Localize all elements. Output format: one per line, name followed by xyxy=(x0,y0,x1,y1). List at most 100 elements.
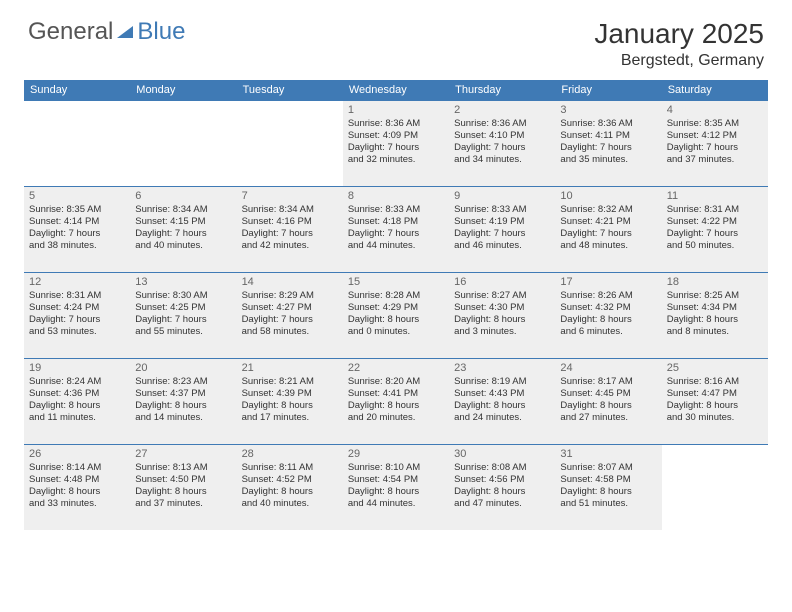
day-info: Sunrise: 8:33 AMSunset: 4:19 PMDaylight:… xyxy=(454,204,550,252)
calendar-cell: 6 Sunrise: 8:34 AMSunset: 4:15 PMDaylight… xyxy=(130,186,236,272)
calendar-cell: 24 Sunrise: 8:17 AMSunset: 4:45 PMDayligh… xyxy=(555,358,661,444)
calendar-cell xyxy=(662,444,768,530)
day-info: Sunrise: 8:30 AMSunset: 4:25 PMDaylight:… xyxy=(135,290,231,338)
day-number: 24 xyxy=(560,362,656,374)
location-label: Bergstedt, Germany xyxy=(594,52,764,70)
calendar-cell xyxy=(237,100,343,186)
day-number: 10 xyxy=(560,190,656,202)
calendar-cell: 4 Sunrise: 8:35 AMSunset: 4:12 PMDaylight… xyxy=(662,100,768,186)
calendar-header-row: SundayMondayTuesdayWednesdayThursdayFrid… xyxy=(24,80,768,100)
day-number: 28 xyxy=(242,448,338,460)
weekday-header: Thursday xyxy=(449,80,555,100)
calendar-cell: 9 Sunrise: 8:33 AMSunset: 4:19 PMDaylight… xyxy=(449,186,555,272)
calendar-cell: 12Sunrise: 8:31 AMSunset: 4:24 PMDayligh… xyxy=(24,272,130,358)
day-info: Sunrise: 8:32 AMSunset: 4:21 PMDaylight:… xyxy=(560,204,656,252)
day-number: 14 xyxy=(242,276,338,288)
calendar-cell: 13 Sunrise: 8:30 AMSunset: 4:25 PMDayligh… xyxy=(130,272,236,358)
day-number: 22 xyxy=(348,362,444,374)
weekday-header: Tuesday xyxy=(237,80,343,100)
calendar-cell: 31 Sunrise: 8:07 AMSunset: 4:58 PMDayligh… xyxy=(555,444,661,530)
day-number: 13 xyxy=(135,276,231,288)
weekday-header: Sunday xyxy=(24,80,130,100)
calendar-body: 1Sunrise: 8:36 AMSunset: 4:09 PMDaylight… xyxy=(24,100,768,530)
day-number: 27 xyxy=(135,448,231,460)
calendar-cell: 28Sunrise: 8:11 AMSunset: 4:52 PMDayligh… xyxy=(237,444,343,530)
logo-text-general: General xyxy=(28,18,113,46)
header: General Blue January 2025 Bergstedt, Ger… xyxy=(0,0,792,80)
day-info: Sunrise: 8:17 AMSunset: 4:45 PMDaylight:… xyxy=(560,376,656,424)
logo: General Blue xyxy=(28,18,185,46)
weekday-header: Wednesday xyxy=(343,80,449,100)
day-info: Sunrise: 8:35 AMSunset: 4:14 PMDaylight:… xyxy=(29,204,125,252)
day-info: Sunrise: 8:26 AMSunset: 4:32 PMDaylight:… xyxy=(560,290,656,338)
calendar-cell: 22Sunrise: 8:20 AMSunset: 4:41 PMDayligh… xyxy=(343,358,449,444)
calendar-cell: 19 Sunrise: 8:24 AMSunset: 4:36 PMDayligh… xyxy=(24,358,130,444)
calendar-cell: 26Sunrise: 8:14 AMSunset: 4:48 PMDayligh… xyxy=(24,444,130,530)
day-info: Sunrise: 8:25 AMSunset: 4:34 PMDaylight:… xyxy=(667,290,763,338)
day-number: 29 xyxy=(348,448,444,460)
calendar-cell: 29Sunrise: 8:10 AMSunset: 4:54 PMDayligh… xyxy=(343,444,449,530)
calendar-cell: 3 Sunrise: 8:36 AMSunset: 4:11 PMDaylight… xyxy=(555,100,661,186)
calendar-cell xyxy=(130,100,236,186)
day-info: Sunrise: 8:35 AMSunset: 4:12 PMDaylight:… xyxy=(667,118,763,166)
day-info: Sunrise: 8:31 AMSunset: 4:22 PMDaylight:… xyxy=(667,204,763,252)
logo-text-blue: Blue xyxy=(137,18,185,46)
day-number: 16 xyxy=(454,276,550,288)
day-info: Sunrise: 8:16 AMSunset: 4:47 PMDaylight:… xyxy=(667,376,763,424)
day-number: 6 xyxy=(135,190,231,202)
calendar-cell: 16 Sunrise: 8:27 AMSunset: 4:30 PMDayligh… xyxy=(449,272,555,358)
calendar-cell: 18 Sunrise: 8:25 AMSunset: 4:34 PMDayligh… xyxy=(662,272,768,358)
day-number: 12 xyxy=(29,276,125,288)
day-number: 9 xyxy=(454,190,550,202)
calendar-cell: 14 Sunrise: 8:29 AMSunset: 4:27 PMDayligh… xyxy=(237,272,343,358)
day-number: 4 xyxy=(667,104,763,116)
month-title: January 2025 xyxy=(594,18,764,50)
calendar-cell: 5Sunrise: 8:35 AMSunset: 4:14 PMDaylight… xyxy=(24,186,130,272)
calendar-cell: 15 Sunrise: 8:28 AMSunset: 4:29 PMDayligh… xyxy=(343,272,449,358)
day-info: Sunrise: 8:29 AMSunset: 4:27 PMDaylight:… xyxy=(242,290,338,338)
day-number: 23 xyxy=(454,362,550,374)
day-info: Sunrise: 8:27 AMSunset: 4:30 PMDaylight:… xyxy=(454,290,550,338)
calendar-cell: 17 Sunrise: 8:26 AMSunset: 4:32 PMDayligh… xyxy=(555,272,661,358)
day-number: 17 xyxy=(560,276,656,288)
logo-triangle-icon xyxy=(115,22,135,42)
calendar-cell: 23 Sunrise: 8:19 AMSunset: 4:43 PMDayligh… xyxy=(449,358,555,444)
day-number: 19 xyxy=(29,362,125,374)
calendar-cell: 1Sunrise: 8:36 AMSunset: 4:09 PMDaylight… xyxy=(343,100,449,186)
day-info: Sunrise: 8:36 AMSunset: 4:10 PMDaylight:… xyxy=(454,118,550,166)
title-block: January 2025 Bergstedt, Germany xyxy=(594,18,764,70)
day-info: Sunrise: 8:33 AMSunset: 4:18 PMDaylight:… xyxy=(348,204,444,252)
day-info: Sunrise: 8:08 AMSunset: 4:56 PMDaylight:… xyxy=(454,462,550,510)
day-info: Sunrise: 8:24 AMSunset: 4:36 PMDaylight:… xyxy=(29,376,125,424)
day-number: 8 xyxy=(348,190,444,202)
day-number: 11 xyxy=(667,190,763,202)
calendar-cell: 8 Sunrise: 8:33 AMSunset: 4:18 PMDaylight… xyxy=(343,186,449,272)
calendar-cell: 30 Sunrise: 8:08 AMSunset: 4:56 PMDayligh… xyxy=(449,444,555,530)
day-number: 15 xyxy=(348,276,444,288)
day-info: Sunrise: 8:23 AMSunset: 4:37 PMDaylight:… xyxy=(135,376,231,424)
day-info: Sunrise: 8:28 AMSunset: 4:29 PMDaylight:… xyxy=(348,290,444,338)
day-info: Sunrise: 8:36 AMSunset: 4:11 PMDaylight:… xyxy=(560,118,656,166)
day-number: 30 xyxy=(454,448,550,460)
day-info: Sunrise: 8:34 AMSunset: 4:15 PMDaylight:… xyxy=(135,204,231,252)
day-info: Sunrise: 8:19 AMSunset: 4:43 PMDaylight:… xyxy=(454,376,550,424)
day-number: 20 xyxy=(135,362,231,374)
day-number: 18 xyxy=(667,276,763,288)
day-number: 3 xyxy=(560,104,656,116)
weekday-header: Monday xyxy=(130,80,236,100)
calendar-cell: 27 Sunrise: 8:13 AMSunset: 4:50 PMDayligh… xyxy=(130,444,236,530)
calendar-cell: 21Sunrise: 8:21 AMSunset: 4:39 PMDayligh… xyxy=(237,358,343,444)
day-number: 31 xyxy=(560,448,656,460)
day-number: 26 xyxy=(29,448,125,460)
day-number: 25 xyxy=(667,362,763,374)
day-number: 1 xyxy=(348,104,444,116)
calendar-cell: 25 Sunrise: 8:16 AMSunset: 4:47 PMDayligh… xyxy=(662,358,768,444)
calendar-cell xyxy=(24,100,130,186)
calendar-cell: 10 Sunrise: 8:32 AMSunset: 4:21 PMDayligh… xyxy=(555,186,661,272)
weekday-header: Friday xyxy=(555,80,661,100)
day-number: 2 xyxy=(454,104,550,116)
day-info: Sunrise: 8:07 AMSunset: 4:58 PMDaylight:… xyxy=(560,462,656,510)
calendar: SundayMondayTuesdayWednesdayThursdayFrid… xyxy=(24,80,768,530)
day-info: Sunrise: 8:13 AMSunset: 4:50 PMDaylight:… xyxy=(135,462,231,510)
day-number: 21 xyxy=(242,362,338,374)
